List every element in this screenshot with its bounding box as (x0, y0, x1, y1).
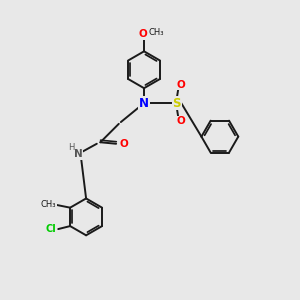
Text: O: O (120, 139, 128, 149)
Text: H: H (68, 143, 75, 152)
Text: O: O (138, 29, 147, 39)
Text: CH₃: CH₃ (149, 28, 164, 38)
Text: CH₃: CH₃ (41, 200, 56, 209)
Text: O: O (176, 116, 185, 127)
Text: S: S (172, 97, 181, 110)
Text: Cl: Cl (45, 224, 56, 234)
Text: N: N (74, 149, 82, 159)
Text: N: N (139, 97, 149, 110)
Text: O: O (176, 80, 185, 90)
